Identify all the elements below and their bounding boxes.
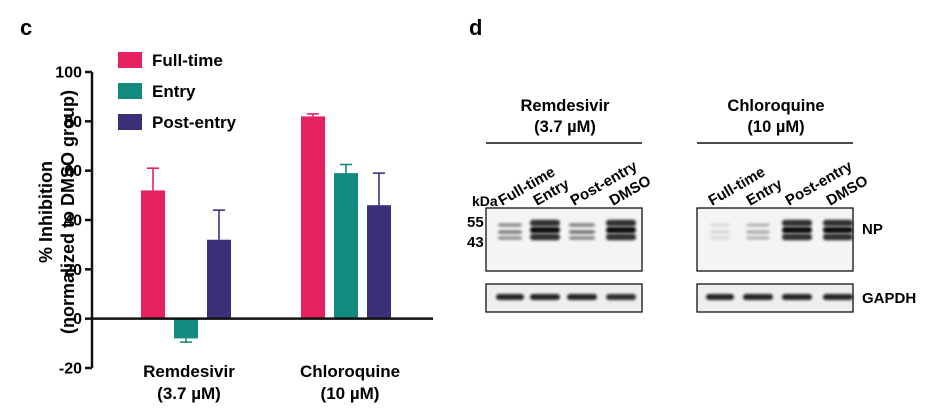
blot-panel: Chloroquine(10 µM)Full-timeEntryPost-ent… (696, 97, 871, 313)
gapdh-label: GAPDH (862, 290, 916, 307)
np-band (497, 223, 523, 227)
legend-swatch (118, 114, 142, 130)
legend-label: Full-time (152, 51, 223, 70)
blot-subtitle: (10 µM) (747, 118, 804, 136)
kda-label: kDa (472, 193, 498, 209)
np-band (782, 219, 812, 227)
np-band (568, 223, 596, 227)
western-blot: kDa 55 43 NP GAPDH Remdesivir(3.7 µM)Ful… (467, 97, 916, 313)
blot-title: Chloroquine (727, 97, 824, 115)
legend-label: Entry (152, 82, 196, 101)
y-tick-label: 100 (55, 65, 82, 82)
np-band (746, 223, 770, 227)
np-band (823, 219, 853, 227)
np-band (530, 219, 560, 227)
category-label: Remdesivir (143, 362, 235, 381)
bar (301, 116, 325, 319)
np-band (746, 230, 770, 234)
gapdh-band (606, 294, 636, 300)
np-band (530, 226, 560, 234)
bar (141, 190, 165, 319)
y-axis-title-line2: (normalized to DMSO group) (58, 90, 78, 334)
y-axis-title-line1: % Inhibition (36, 161, 56, 263)
y-axis-title: % Inhibition (normalized to DMSO group) (36, 90, 78, 334)
marker-43: 43 (467, 234, 484, 251)
np-band (823, 226, 853, 234)
legend-swatch (118, 83, 142, 99)
y-tick-label: 40 (64, 213, 82, 230)
bar (174, 318, 198, 339)
np-band (606, 226, 636, 234)
np-band (782, 233, 812, 241)
gapdh-band (823, 294, 853, 300)
np-band (568, 236, 596, 240)
np-band (530, 233, 560, 241)
blot-panels: Remdesivir(3.7 µM)Full-timeEntryPost-ent… (485, 97, 871, 313)
legend-label: Post-entry (152, 113, 237, 132)
category-labels: Remdesivir (3.7 µM) Chloroquine (10 µM) (143, 362, 400, 403)
y-tick-label: 20 (64, 262, 82, 279)
np-band (709, 223, 731, 227)
bar (207, 239, 231, 319)
np-band (709, 230, 731, 234)
np-band (497, 230, 523, 234)
gapdh-band (567, 294, 597, 300)
np-band (823, 233, 853, 241)
y-tick-label: 0 (73, 311, 82, 328)
panel-d-label: d (469, 15, 482, 40)
np-label: NP (862, 221, 883, 238)
y-tick-label: 80 (64, 114, 82, 131)
np-band (746, 236, 770, 240)
category-label: Chloroquine (300, 362, 400, 381)
gapdh-band (530, 294, 560, 300)
category-sublabel: (10 µM) (321, 384, 380, 403)
gapdh-band (743, 294, 773, 300)
gapdh-band (496, 294, 524, 300)
blot-title: Remdesivir (521, 97, 611, 115)
np-band (709, 236, 731, 240)
bar-chart: % Inhibition (normalized to DMSO group) … (36, 51, 433, 403)
np-band (568, 230, 596, 234)
y-tick-label: 60 (64, 163, 82, 180)
marker-55: 55 (467, 214, 484, 231)
np-band (606, 219, 636, 227)
bar (334, 173, 358, 319)
y-tick-label: -20 (59, 361, 82, 378)
blot-panel: Remdesivir(3.7 µM)Full-timeEntryPost-ent… (485, 97, 654, 313)
bars (141, 113, 391, 343)
chart-legend: Full-time Entry Post-entry (118, 51, 237, 132)
panel-c-label: c (20, 15, 32, 40)
legend-swatch (118, 52, 142, 68)
gapdh-band (782, 294, 812, 300)
bar (367, 205, 391, 319)
blot-subtitle: (3.7 µM) (534, 118, 596, 136)
np-band (497, 236, 523, 240)
category-sublabel: (3.7 µM) (157, 384, 221, 403)
np-band (782, 226, 812, 234)
np-band (606, 233, 636, 241)
gapdh-band (706, 294, 734, 300)
